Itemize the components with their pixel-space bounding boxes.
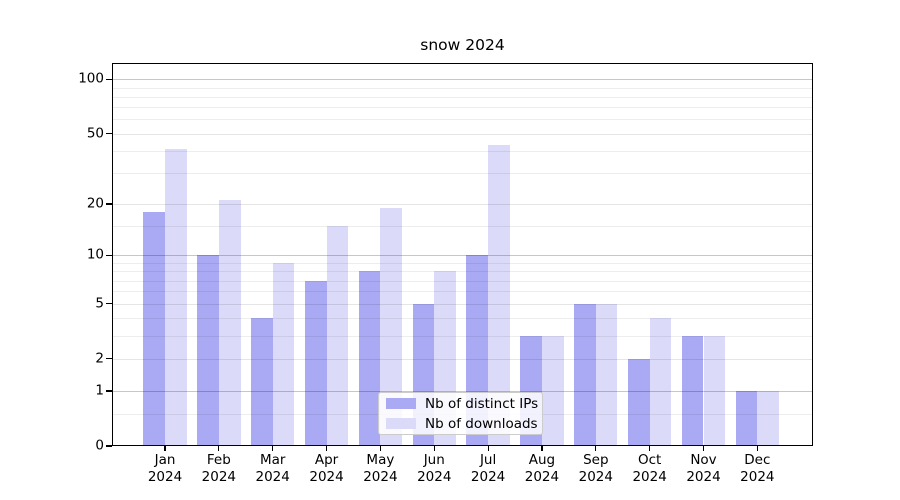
bar-distinct-ips-may [358, 271, 381, 446]
x-axis-tick-label: Nov 2024 [686, 452, 721, 485]
bar-downloads-jan [165, 149, 187, 446]
y-tick-mark [106, 254, 112, 257]
chart-title: snow 2024 [420, 36, 505, 54]
y-axis-tick-label: 0 [95, 437, 104, 454]
gridline-y-3 [112, 335, 813, 337]
x-axis-tick-label: Feb 2024 [201, 452, 237, 485]
gridline-y-15 [112, 225, 813, 227]
gridline-y-20 [112, 204, 813, 206]
bar-distinct-ips-oct [627, 358, 650, 446]
x-axis-tick-label: Dec 2024 [740, 452, 775, 485]
x-tick-mark [487, 446, 489, 451]
y-axis-tick-label: 1 [95, 382, 104, 399]
bar-downloads-apr [326, 225, 349, 446]
bar-distinct-ips-jan [143, 212, 165, 446]
gridline-y-80 [112, 96, 813, 98]
gridline-y-1 [112, 390, 813, 392]
bar-distinct-ips-mar [251, 318, 273, 446]
downloads-swatch [386, 418, 416, 429]
bar-distinct-ips-nov [681, 335, 704, 446]
x-axis-tick-label: Jan 2024 [147, 452, 183, 485]
x-tick-mark [272, 446, 274, 451]
gridline-y-60 [112, 119, 813, 121]
y-tick-mark [106, 132, 112, 135]
x-tick-mark [541, 446, 543, 451]
gridline-y-70 [112, 107, 813, 109]
gridline-y-4 [112, 318, 813, 320]
x-axis-tick-label: Apr 2024 [309, 452, 344, 485]
x-axis-tick-label: May 2024 [363, 452, 398, 485]
y-axis-tick-label: 50 [86, 125, 104, 142]
y-axis-tick-label: 2 [95, 350, 104, 367]
bar-distinct-ips-feb [197, 255, 219, 446]
bar-downloads-oct [649, 318, 672, 446]
gridline-y-5 [112, 303, 813, 305]
x-tick-mark [649, 446, 651, 451]
bar-distinct-ips-sep [574, 303, 596, 446]
y-tick-mark [106, 78, 112, 80]
x-tick-mark [218, 446, 220, 451]
x-axis-tick-label: Sep 2024 [578, 452, 613, 485]
y-axis-tick-label: 20 [86, 195, 104, 212]
bar-downloads-mar [272, 263, 295, 446]
bar-downloads-may [380, 207, 403, 446]
legend-item-distinct-ips: Nb of distinct IPs [386, 396, 538, 412]
y-axis-tick-label: 5 [95, 295, 104, 312]
gridline-y-6 [112, 291, 813, 293]
bar-downloads-sep [595, 303, 618, 446]
gridline-y-90 [112, 87, 813, 89]
distinct-ips-swatch [386, 398, 416, 409]
bar-downloads-jul [488, 145, 510, 446]
gridline-y-40 [112, 150, 813, 152]
x-axis-tick-label: Mar 2024 [255, 452, 290, 485]
x-tick-mark [325, 446, 328, 451]
x-tick-mark [595, 446, 597, 451]
gridline-y-2 [112, 358, 813, 360]
x-tick-mark [164, 446, 166, 451]
x-tick-mark [756, 446, 758, 451]
y-tick-mark [106, 358, 112, 360]
x-tick-mark [433, 446, 435, 451]
gridline-y-10 [112, 255, 813, 257]
y-tick-mark [106, 390, 112, 392]
y-axis-tick-label: 10 [86, 247, 104, 264]
gridline-y-7 [112, 280, 813, 282]
legend-label: Nb of distinct IPs [425, 395, 539, 412]
y-tick-mark [106, 303, 112, 305]
gridline-y-100 [112, 79, 813, 81]
x-tick-mark [702, 446, 705, 451]
legend-item-downloads: Nb of downloads [386, 416, 538, 432]
x-axis-tick-label: Oct 2024 [632, 452, 667, 485]
x-axis-tick-label: Jun 2024 [417, 452, 452, 485]
y-tick-mark [106, 445, 112, 447]
gridline-y-50 [112, 133, 813, 135]
bar-downloads-feb [218, 200, 241, 446]
gridline-y-9 [112, 263, 813, 265]
y-axis-tick-label: 100 [78, 70, 104, 87]
bar-distinct-ips-dec [735, 390, 758, 446]
bar-downloads-aug [541, 335, 564, 446]
x-tick-mark [379, 446, 381, 451]
y-tick-mark [106, 203, 112, 205]
bar-downloads-nov [703, 335, 726, 446]
x-axis-tick-label: Jul 2024 [470, 452, 506, 485]
bar-downloads-dec [757, 390, 780, 446]
gridline-y-8 [112, 271, 813, 273]
bar-distinct-ips-apr [304, 280, 327, 446]
x-axis-tick-label: Aug 2024 [524, 452, 560, 485]
legend-label: Nb of downloads [425, 415, 538, 432]
gridline-y-30 [112, 173, 813, 175]
legend: Nb of distinct IPs Nb of downloads [378, 392, 543, 435]
